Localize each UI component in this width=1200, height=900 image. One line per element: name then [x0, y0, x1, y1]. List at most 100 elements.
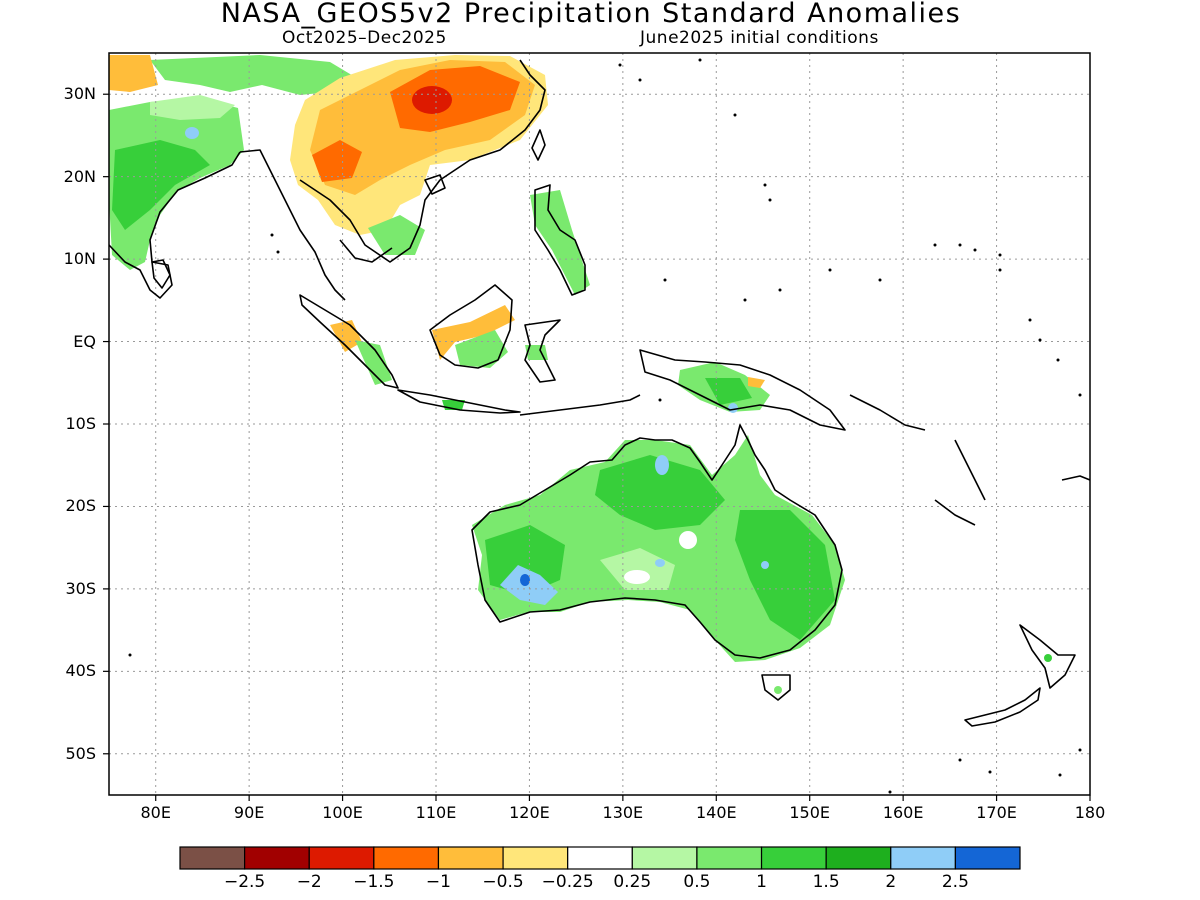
colorbar-tick-label: −2.5	[223, 872, 266, 892]
australia	[471, 424, 843, 659]
himalaya-dry-patch	[109, 55, 158, 92]
borneo	[429, 284, 513, 369]
borneo-dry-patch	[432, 305, 515, 360]
colorbar-swatch	[890, 846, 956, 870]
lon-tick-label: 110E	[415, 803, 457, 822]
figure-title: NASA_GEOS5v2 Precipitation Standard Anom…	[220, 0, 962, 29]
australia-wet-light-center	[600, 548, 675, 590]
scattered-islands	[128, 58, 1082, 794]
philippines	[534, 184, 586, 296]
australia-wet-core-west	[485, 525, 565, 595]
lon-tick-label: 160E	[882, 803, 924, 822]
colorbar-swatch	[696, 846, 763, 870]
colorbar-swatch	[760, 846, 827, 870]
new-guinea-dry-spot	[748, 377, 765, 388]
borneo-wet-patch	[455, 330, 508, 368]
india-wet-core	[112, 140, 210, 230]
bay-of-bengal-coastline	[239, 149, 346, 301]
colorbar-tick-label: −1	[425, 872, 451, 892]
australia-very-wet-southwest	[500, 565, 558, 605]
tasmania-wet-spot	[774, 686, 782, 694]
australia-very-wet-north	[655, 455, 669, 475]
initial-conditions-subtitle: June2025 initial conditions	[640, 28, 879, 48]
lon-tick-label: 100E	[322, 803, 363, 822]
map-gridlines	[109, 53, 1090, 795]
lon-tickmarks	[103, 93, 1091, 801]
himalaya-wet-anomaly	[150, 55, 360, 95]
australia-very-wet-core	[520, 574, 530, 586]
new-zealand-south	[964, 687, 1041, 727]
colorbar-tick-label: −2	[296, 872, 322, 892]
philippines-wet-patch	[530, 190, 590, 295]
colorbar-swatch	[502, 846, 569, 870]
solomon-islands	[849, 394, 926, 431]
lat-tick-label: EQ	[73, 331, 96, 351]
new-guinea-very-wet-spot	[728, 403, 738, 413]
lat-tick-label: 10N	[63, 249, 96, 269]
taiwan	[531, 129, 546, 161]
hainan	[424, 174, 446, 195]
colorbar-tick-label: −1.5	[353, 872, 395, 892]
lat-tick-label: 30N	[63, 84, 96, 104]
period-subtitle: Oct2025–Dec2025	[282, 28, 447, 48]
australia-very-wet-center	[655, 559, 665, 567]
colorbar-swatch	[373, 846, 440, 870]
lon-tick-label: 90E	[233, 803, 265, 822]
china-dry-strong-west	[312, 140, 362, 182]
colorbar-tick-label: 2	[885, 872, 897, 892]
lon-tick-label: 150E	[789, 803, 831, 822]
colorbar-swatch	[244, 846, 310, 870]
colorbar	[179, 846, 1021, 870]
lon-tick-label: 170E	[976, 803, 1017, 822]
australia-wet-core-north	[595, 455, 725, 530]
australia-near-normal-spot-2	[679, 531, 697, 549]
india-wet-light	[150, 95, 235, 120]
coastlines	[109, 59, 1090, 727]
sulawesi	[524, 319, 561, 383]
sumatra-wet-patch	[355, 340, 392, 385]
lon-tick-label: 120E	[509, 803, 550, 822]
colorbar-tick-label: 1	[756, 872, 767, 892]
lon-tick-label: 180	[1074, 803, 1106, 822]
lat-tick-label: 50S	[65, 743, 96, 763]
colorbar-swatch	[308, 846, 375, 870]
colorbar-swatch	[179, 846, 246, 870]
lon-tick-label: 80E	[140, 803, 171, 822]
anomaly-shading	[109, 55, 1052, 694]
australia-near-normal-spot	[624, 570, 650, 584]
fiji	[1061, 475, 1090, 481]
new-guinea	[639, 349, 846, 431]
timor-chain	[519, 394, 641, 416]
lat-tick-label: 10S	[65, 414, 96, 433]
new-zealand-north	[1019, 624, 1076, 689]
colorbar-tick-label: −0.25	[541, 872, 594, 892]
lat-tick-label: 30S	[65, 578, 96, 598]
colorbar-tick-label: 1.5	[812, 872, 840, 892]
java	[397, 389, 521, 414]
colorbar-swatch	[954, 846, 1021, 870]
sumatra	[299, 294, 399, 389]
lon-tick-label: 140E	[695, 803, 737, 822]
vanuatu	[954, 439, 986, 501]
lat-tick-label: 20N	[63, 166, 96, 186]
new-zealand-wet-spot	[1044, 654, 1052, 662]
australia-wet-core-east	[735, 510, 835, 640]
indochina-coastline	[299, 59, 546, 263]
china-dry-strong	[390, 66, 520, 132]
colorbar-swatch	[437, 846, 504, 870]
lat-tick-label: 20S	[65, 496, 96, 516]
australia-very-wet-east	[761, 561, 769, 569]
colorbar-tick-label: 0.25	[613, 872, 652, 892]
colorbar-tick-label: 0.5	[683, 872, 711, 892]
india-coastline	[109, 151, 241, 299]
colorbar-tick-label: 2.5	[941, 872, 969, 892]
map-frame	[108, 52, 1091, 796]
india-very-wet-spot	[185, 127, 199, 139]
lon-tick-label: 130E	[602, 803, 644, 822]
new-caledonia	[934, 499, 976, 526]
colorbar-tick-label: −0.5	[482, 872, 524, 892]
lat-tick-label: 40S	[65, 661, 96, 681]
colorbar-swatch	[567, 846, 633, 870]
china-dry-core	[412, 86, 452, 114]
